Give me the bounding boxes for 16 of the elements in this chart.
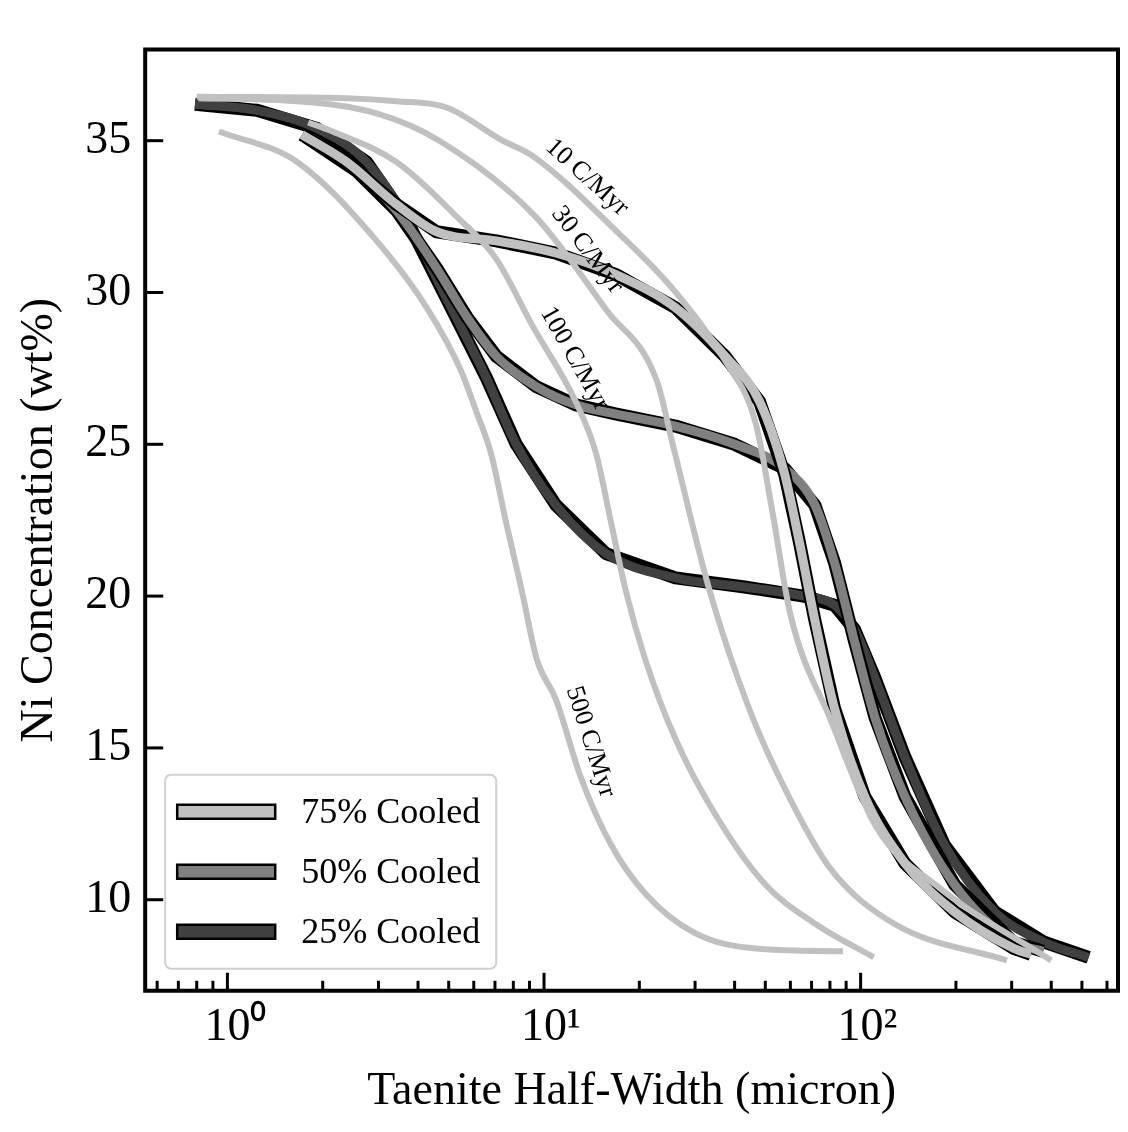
legend-label: 75% Cooled (301, 791, 481, 832)
y-tick-label: 15 (85, 718, 132, 770)
x-axis-title: Taenite Half-Width (micron) (367, 1063, 897, 1115)
annotation: 100 C/Myr (534, 300, 618, 416)
annotation: 500 C/Myr (560, 682, 624, 801)
legend-label: 25% Cooled (301, 911, 481, 952)
x-tick-label: 10⁰ (204, 998, 267, 1050)
y-tick-label: 35 (85, 111, 132, 163)
legend-label: 50% Cooled (301, 851, 481, 892)
y-tick-label: 30 (85, 263, 132, 315)
y-axis-title: Ni Concentration (wt%) (10, 297, 62, 743)
x-tick-label: 10¹ (521, 998, 581, 1050)
x-tick-label: 10² (837, 998, 898, 1050)
y-tick-label: 25 (85, 415, 132, 467)
y-tick-label: 20 (85, 567, 132, 619)
y-tick-label: 10 (85, 870, 132, 922)
